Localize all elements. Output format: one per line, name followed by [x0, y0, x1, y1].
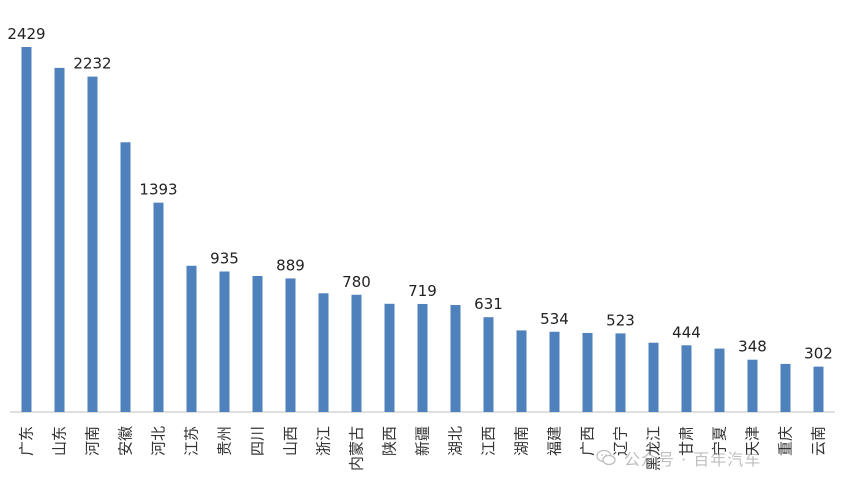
- x-tick-label: 陕西: [381, 426, 399, 456]
- x-tick-label: 安徽: [117, 426, 135, 456]
- x-tick-label: 辽宁: [612, 426, 630, 456]
- data-label: 2429: [7, 25, 45, 43]
- x-tick-label: 重庆: [777, 426, 795, 456]
- x-tick-label: 宁夏: [711, 426, 729, 456]
- bar-3: [120, 142, 131, 412]
- x-tick-label: 新疆: [414, 426, 432, 456]
- x-tick-label: 内蒙古: [348, 426, 366, 471]
- wechat-icon: [596, 449, 616, 466]
- x-tick-label: 云南: [810, 426, 828, 456]
- bar-11: [384, 303, 395, 412]
- x-tick-label: 福建: [546, 426, 564, 456]
- data-label: 889: [276, 256, 305, 274]
- bar-1: [54, 67, 65, 412]
- x-tick-label: 江西: [480, 426, 498, 456]
- bar-6: [219, 271, 230, 412]
- data-label: 534: [540, 310, 569, 328]
- bar-22: [747, 359, 758, 412]
- x-tick-label: 黑龙江: [645, 426, 663, 471]
- bar-16: [549, 331, 560, 412]
- bar-17: [582, 332, 593, 412]
- data-label: 348: [738, 338, 767, 356]
- x-tick-label: 湖北: [447, 426, 465, 456]
- x-tick-label: 四川: [249, 426, 267, 456]
- bar-9: [318, 293, 329, 412]
- x-tick-label: 河北: [150, 426, 168, 456]
- bar-10: [351, 294, 362, 412]
- x-tick-label: 广西: [579, 426, 597, 456]
- bar-24: [813, 366, 824, 412]
- watermark: 公众号 · 百年汽车: [596, 446, 826, 470]
- data-label: 444: [672, 323, 701, 341]
- bar-18: [615, 333, 626, 412]
- data-label: 631: [474, 295, 503, 313]
- bar-21: [714, 348, 725, 412]
- x-tick-label: 河南: [84, 426, 102, 456]
- data-label: 523: [606, 311, 635, 329]
- bar-2: [87, 76, 98, 412]
- bar-4: [153, 202, 164, 412]
- x-tick-label: 甘肃: [678, 426, 696, 456]
- data-label: 935: [210, 249, 239, 267]
- bar-12: [417, 303, 428, 412]
- bar-23: [780, 363, 791, 412]
- x-tick-label: 广东: [18, 426, 36, 456]
- bar-14: [483, 317, 494, 412]
- x-tick-label: 天津: [744, 426, 762, 456]
- bar-5: [186, 265, 197, 412]
- x-tick-label: 贵州: [216, 426, 234, 456]
- data-label: 780: [342, 273, 371, 291]
- data-label: 302: [804, 345, 833, 363]
- x-tick-label: 江苏: [183, 426, 201, 456]
- bar-20: [681, 345, 692, 412]
- bar-8: [285, 278, 296, 412]
- data-label: 1393: [139, 181, 177, 199]
- x-tick-label: 山西: [282, 426, 300, 456]
- bar-19: [648, 342, 659, 412]
- x-tick-label: 浙江: [315, 426, 333, 456]
- bar-7: [252, 276, 263, 412]
- data-label: 2232: [73, 55, 111, 73]
- data-label: 719: [408, 282, 437, 300]
- bar-15: [516, 330, 527, 412]
- x-tick-label: 山东: [51, 426, 69, 456]
- watermark-text: 公众号 · 百年汽车: [624, 450, 762, 469]
- x-tick-label: 湖南: [513, 426, 531, 456]
- bar-13: [450, 305, 461, 412]
- bar-0: [21, 47, 32, 412]
